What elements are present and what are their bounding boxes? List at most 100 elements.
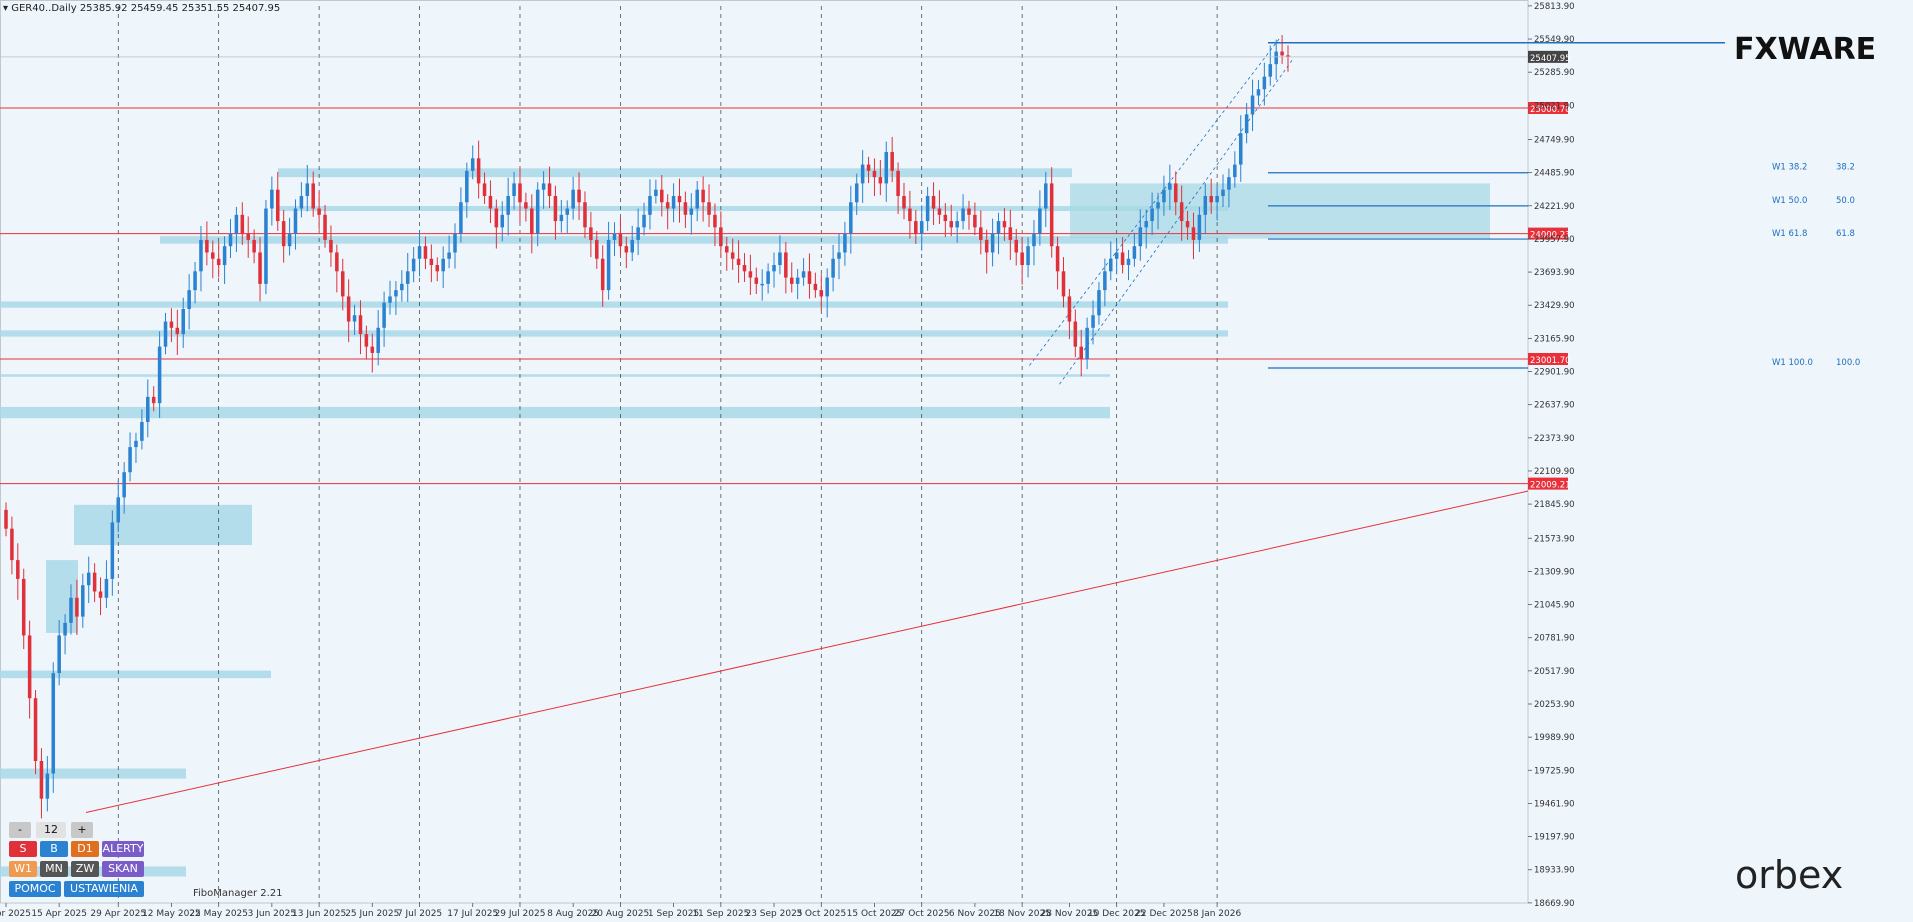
- zone-rect: [0, 374, 1110, 377]
- y-tick-label: 22901.90: [1534, 368, 1575, 378]
- candle-body: [914, 221, 918, 234]
- fibo-level-label: W1 38.2: [1772, 163, 1807, 173]
- candle-body: [1286, 55, 1290, 57]
- candle-body: [618, 233, 623, 247]
- y-tick-label: 21309.90: [1534, 567, 1575, 577]
- buy-button[interactable]: B: [40, 841, 68, 857]
- candle-body: [565, 208, 570, 215]
- candle-body: [925, 195, 930, 222]
- candle-body: [45, 773, 50, 799]
- level-price-label: 23001.70: [1530, 356, 1571, 366]
- settings-button[interactable]: USTAWIENIA: [64, 881, 144, 897]
- candle-body: [470, 158, 475, 171]
- candle-body: [122, 472, 126, 498]
- dropdown-triangle-icon[interactable]: ▾: [3, 3, 9, 14]
- candle-body: [146, 396, 150, 422]
- y-tick-label: 19725.90: [1534, 766, 1575, 776]
- candle-body: [81, 585, 85, 617]
- y-tick-label: 25021.90: [1534, 101, 1575, 111]
- candle-body: [648, 195, 652, 215]
- candle-body: [199, 239, 203, 272]
- candle-body: [541, 183, 546, 190]
- candle-body: [281, 221, 286, 247]
- scan-button[interactable]: SKAN: [102, 861, 144, 877]
- candle-body: [512, 183, 516, 196]
- candle-body: [902, 195, 906, 209]
- candle-body: [701, 189, 705, 203]
- increase-button[interactable]: +: [71, 822, 93, 838]
- candle-body: [719, 227, 723, 247]
- y-tick-label: 19197.90: [1534, 833, 1575, 843]
- x-tick-label: 28 Nov 2025: [1041, 909, 1099, 919]
- timeframe-w1-button[interactable]: W1: [9, 861, 37, 877]
- candle-body: [1179, 202, 1184, 222]
- candle-body: [1061, 271, 1066, 297]
- candle-body: [535, 189, 540, 234]
- candle-body: [400, 283, 404, 291]
- candle-body: [973, 214, 977, 228]
- candle-body: [530, 208, 534, 234]
- candle-body: [1120, 252, 1125, 266]
- candle-body: [411, 258, 416, 272]
- candle-body: [340, 271, 345, 297]
- zone-rect: [0, 301, 1228, 308]
- candle-body: [465, 170, 469, 203]
- ohlc-values: 25385.92 25459.45 25351.55 25407.95: [79, 3, 281, 14]
- zone-rect: [46, 560, 78, 633]
- candle-body: [990, 233, 995, 253]
- candle-body: [69, 597, 73, 623]
- candle-body: [583, 202, 587, 228]
- candle-body: [193, 271, 197, 291]
- timeframe-d1-button[interactable]: D1: [71, 841, 99, 857]
- candle-body: [482, 183, 487, 196]
- candle-body: [949, 221, 954, 228]
- candle-body: [222, 246, 227, 266]
- candle-body: [1191, 227, 1196, 240]
- channel-line: [1029, 37, 1281, 366]
- candle-body: [228, 233, 233, 247]
- candle-body: [1103, 271, 1107, 291]
- candle-body: [151, 396, 156, 404]
- candle-body: [394, 290, 398, 297]
- candle-body: [831, 258, 835, 278]
- candle-body: [134, 440, 138, 448]
- x-tick-label: 8 Aug 2025: [547, 909, 599, 919]
- candle-body: [1185, 221, 1190, 228]
- decrease-button[interactable]: -: [9, 822, 31, 838]
- alerts-button[interactable]: ALERTY: [102, 841, 144, 857]
- zw-button[interactable]: ZW: [71, 861, 99, 877]
- candle-body: [1044, 183, 1048, 209]
- candle-body: [264, 208, 268, 284]
- zone-rect: [278, 206, 1228, 212]
- candle-body: [660, 189, 664, 203]
- candle-body: [807, 271, 812, 284]
- candle-body: [75, 597, 79, 617]
- y-tick-label: 22637.90: [1534, 401, 1575, 411]
- candle-body: [967, 208, 971, 215]
- candle-body: [423, 246, 428, 259]
- candle-body: [453, 233, 457, 253]
- candle-body: [630, 239, 634, 253]
- sell-button[interactable]: S: [9, 841, 37, 857]
- candle-body: [417, 246, 422, 259]
- fibo-pct-label: 38.2: [1836, 163, 1855, 173]
- candle-body: [1085, 327, 1089, 360]
- period-value[interactable]: 12: [36, 822, 66, 838]
- timeframe-mn-button[interactable]: MN: [40, 861, 68, 877]
- candle-body: [754, 277, 759, 284]
- candle-body: [1150, 208, 1154, 222]
- x-tick-label: 29 Jul 2025: [495, 909, 546, 919]
- candle-body: [488, 195, 493, 209]
- help-button[interactable]: POMOC: [9, 881, 61, 897]
- y-tick-label: 24221.90: [1534, 202, 1575, 212]
- candle-body: [577, 189, 581, 203]
- candle-body: [92, 572, 97, 592]
- candle-body: [1014, 239, 1019, 253]
- candle-body: [854, 183, 859, 203]
- x-tick-label: 13 Jun 2025: [292, 909, 346, 919]
- candle-body: [175, 327, 180, 335]
- level-price-label: 25000.70: [1530, 105, 1571, 115]
- candle-body: [1262, 76, 1267, 90]
